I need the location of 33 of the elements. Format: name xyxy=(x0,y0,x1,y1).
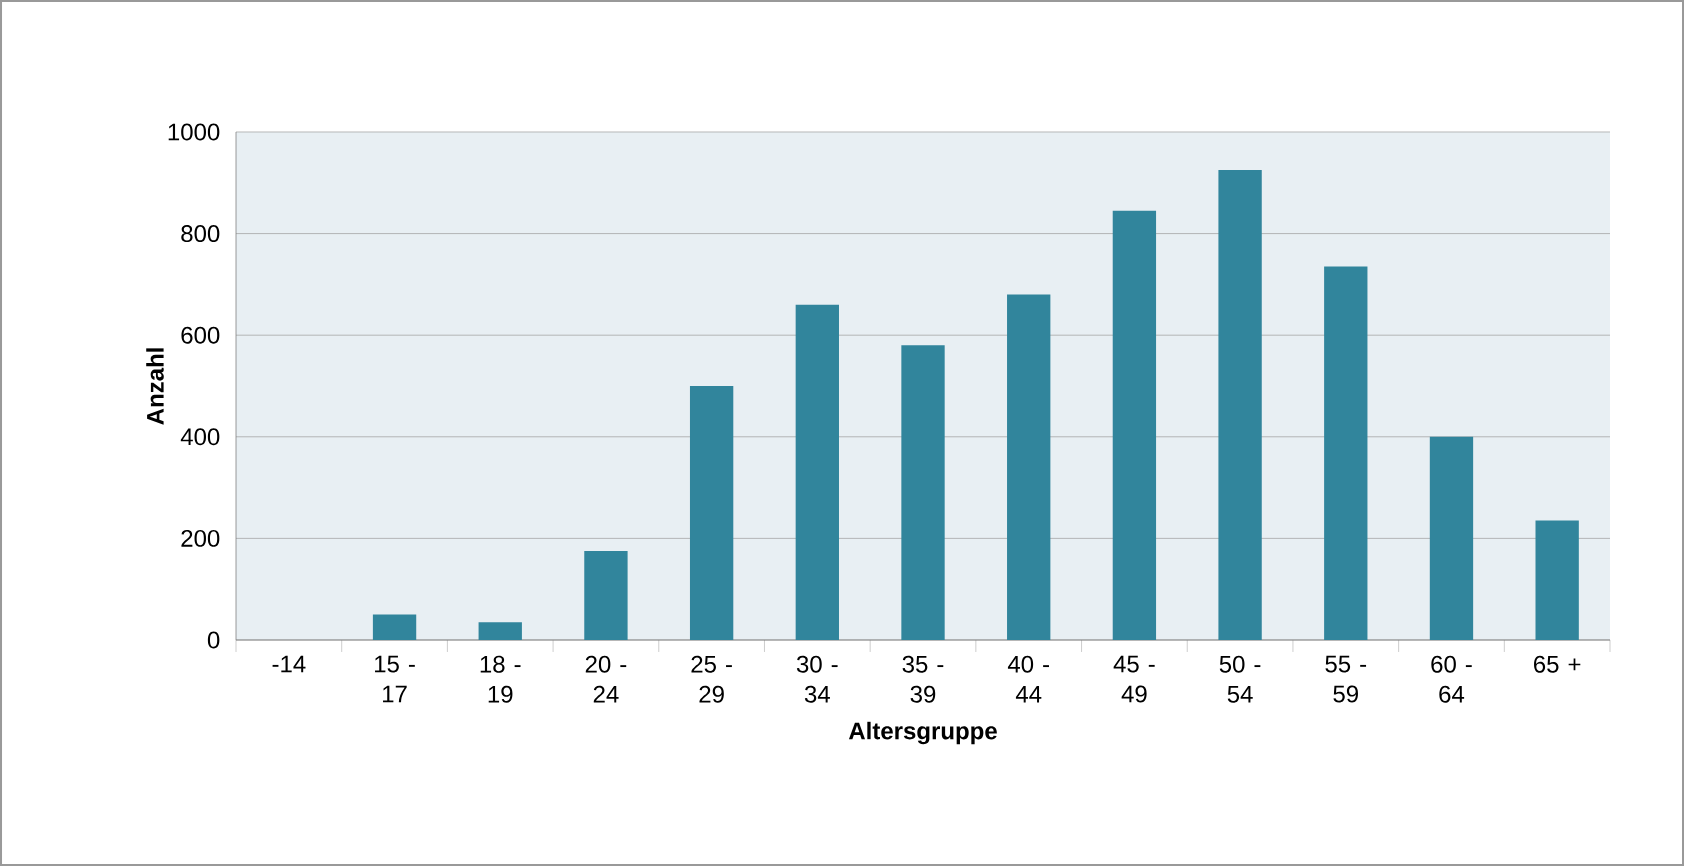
x-tick-label: 60 - 64 xyxy=(1431,655,1472,703)
y-axis-title: Anzahl xyxy=(146,348,164,425)
y-tick-label: 0 xyxy=(207,631,220,649)
bar xyxy=(478,622,522,640)
x-tick-label: 25 - 29 xyxy=(691,655,732,703)
x-tick-label: 30 - 34 xyxy=(796,655,838,703)
x-tick-label: 45 - 49 xyxy=(1113,655,1155,703)
bar xyxy=(584,551,628,640)
y-tick-label: 600 xyxy=(181,326,220,344)
bar xyxy=(795,304,839,640)
y-tick-label: 1000 xyxy=(168,123,220,141)
bar xyxy=(372,614,417,640)
bar xyxy=(1218,170,1262,640)
y-tick-label: 800 xyxy=(181,225,220,243)
x-tick-label: -14 xyxy=(272,655,306,673)
bar xyxy=(689,385,734,640)
y-tick-label: 400 xyxy=(180,428,220,446)
x-tick-label: 65 + xyxy=(1534,655,1581,673)
bar xyxy=(1429,436,1474,640)
bar xyxy=(1112,210,1157,640)
bar xyxy=(1324,266,1368,640)
bar xyxy=(901,345,945,640)
x-tick-label: 55 - 59 xyxy=(1325,655,1367,703)
bar xyxy=(1535,520,1579,640)
bar xyxy=(1007,294,1051,640)
x-tick-label: 18 - 19 xyxy=(480,655,521,703)
x-axis-title: Altersgruppe xyxy=(848,721,997,745)
x-tick-label: 50 - 54 xyxy=(1219,655,1261,703)
x-tick-label: 20 - 24 xyxy=(585,655,627,703)
y-tick-label: 200 xyxy=(181,529,220,547)
x-tick-label: 35 - 39 xyxy=(902,655,944,703)
x-tick-label: 15 - 17 xyxy=(375,655,415,703)
x-tick-label: 40 - 44 xyxy=(1007,655,1049,703)
